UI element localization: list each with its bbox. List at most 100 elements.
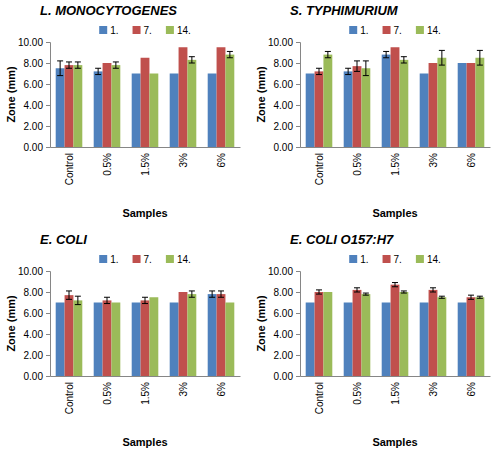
tick-mark [46,147,50,148]
bar [217,294,226,376]
series [315,283,476,376]
bar [467,63,476,147]
legend-label: 1. [360,25,368,36]
tick: 6% [216,147,227,167]
tick: 4.00 [274,329,300,340]
tick: 10.00 [268,266,300,277]
tick: 8.00 [24,287,50,298]
tick: 0.5% [102,147,113,176]
series [323,291,484,376]
tick-label: 2.00 [274,350,294,361]
y-axis: 0.00 2.00 4.00 6.00 8.00 10.00 [268,266,301,382]
legend-swatch [416,255,424,263]
error-cap [401,290,407,291]
tick: 0.00 [24,371,50,382]
error-cap [392,286,398,287]
tick-label: 0.00 [274,371,294,382]
error-line [107,297,108,303]
error-bar [477,50,483,65]
tick: 4.00 [274,100,300,111]
error-cap [439,65,445,66]
error-bar [316,290,322,294]
legend-item: 14. [166,25,191,36]
tick-label: 2.00 [274,121,294,132]
error-bar [430,288,436,292]
error-cap [325,51,331,52]
marks [306,47,485,147]
tick: 4.00 [24,329,50,340]
tick-label: 6% [216,382,227,397]
tick-label: 3% [178,382,189,397]
legend-label: 7. [394,25,402,36]
error-bar [439,50,445,65]
tick-mark [46,105,50,106]
legend-item: 7. [133,25,152,36]
tick-label: Control [64,382,75,414]
tick: 6.00 [274,308,300,319]
error-cap [95,74,101,75]
error-line [471,295,472,299]
bar [170,303,179,377]
error-bar [363,293,369,295]
tick-label: 0.5% [352,153,363,176]
tick-mark [296,313,300,314]
tick-mark [296,63,300,64]
tick-mark [46,355,50,356]
plot-area: 0.002.004.006.008.0010.00Control0.5%1.5%… [268,37,491,186]
error-line [98,68,99,74]
error-bar [57,61,63,76]
error-line [191,291,192,297]
tick: 6% [216,376,227,396]
tick-label: 1.5% [390,153,401,176]
tick-mark [296,292,300,293]
axis-line [296,272,301,377]
figure: 0.00 2.00 4.00 6.00 8.00 10.00 Control 0.5% 1.5%… [0,0,500,459]
tick: 0.00 [274,371,300,382]
error-line [357,288,358,292]
bar [399,292,408,376]
error-cap [209,290,215,291]
tick-label: 6.00 [24,79,44,90]
tick: Control [314,376,325,414]
title: E. COLI O157:H7 [290,232,394,247]
tick-label: 8.00 [274,287,294,298]
title: S. TYPHIMURIUM [290,3,399,18]
tick-label: 4.00 [274,329,294,340]
error-line [69,291,70,299]
error-bar [401,291,407,293]
series [73,51,234,147]
bar [132,303,141,377]
legend-item: 7. [133,254,152,265]
error-cap [66,68,72,69]
tick-label: 4.00 [274,100,294,111]
tick-label: 0.00 [24,371,44,382]
tick-mark [296,126,300,127]
tick: 6% [466,147,477,167]
tick: 4.00 [24,100,50,111]
legend: 1.7.14. [349,254,441,265]
legend: 1.7.14. [99,254,191,265]
error-cap [383,51,389,52]
tick-mark [46,271,50,272]
tick-mark [46,84,50,85]
bar [475,297,484,376]
error-cap [113,61,119,62]
error-cap [57,60,63,61]
legend-swatch [133,255,141,263]
series [323,50,484,147]
tick-mark [46,313,50,314]
tick-label: 4.00 [24,100,44,111]
y-axis: 0.002.004.006.008.0010.00 [18,37,51,153]
series [65,291,226,376]
panel: 0.002.004.006.008.0010.00Control0.5%1.5%… [5,3,241,219]
error-cap [363,75,369,76]
legend-swatch [416,26,424,34]
bar [361,294,370,376]
x-axis: Control0.5%1.5%3%6% [51,376,241,414]
bar [179,47,188,147]
tick-mark [296,376,300,377]
error-cap [218,290,224,291]
error-cap [227,51,233,52]
error-cap [363,293,369,294]
tick: 6.00 [24,79,50,90]
